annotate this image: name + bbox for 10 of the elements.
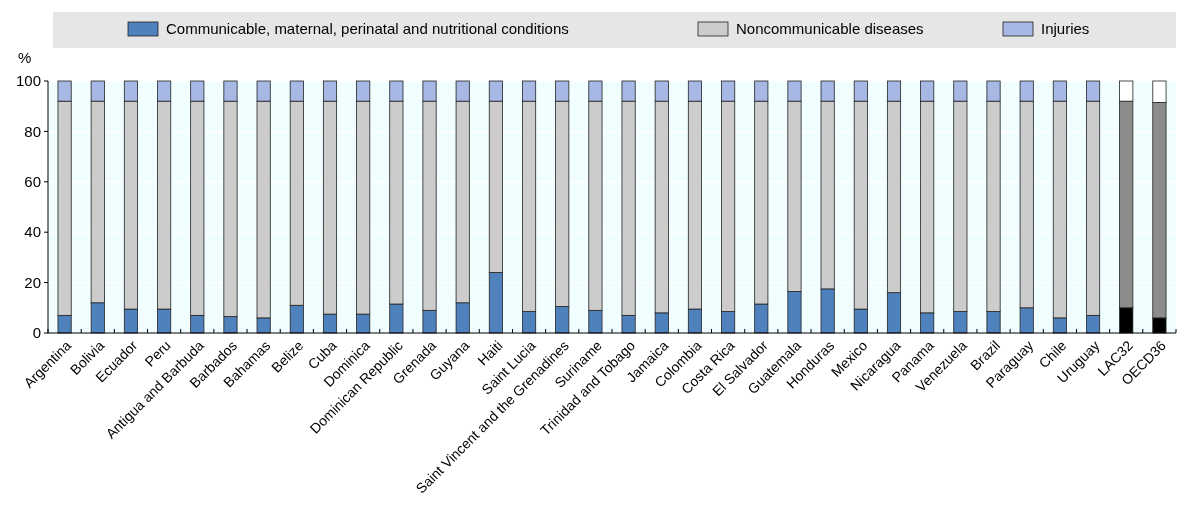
- y-tick-label: 100: [15, 72, 41, 90]
- y-tick-label: 60: [24, 173, 41, 191]
- y-tick-label: 20: [24, 273, 41, 291]
- y-tick-label: 80: [24, 122, 41, 140]
- legend-label: Communicable, maternal, perinatal and nutritional conditions: [166, 20, 569, 38]
- y-axis-title: %: [18, 49, 32, 66]
- y-tick-label: 0: [32, 324, 41, 342]
- legend-label: Noncommunicable diseases: [736, 20, 924, 38]
- y-tick-label: 40: [24, 223, 41, 241]
- legend-label: Injuries: [1041, 20, 1090, 38]
